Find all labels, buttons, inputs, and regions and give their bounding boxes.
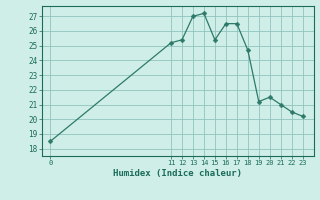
X-axis label: Humidex (Indice chaleur): Humidex (Indice chaleur) — [113, 169, 242, 178]
